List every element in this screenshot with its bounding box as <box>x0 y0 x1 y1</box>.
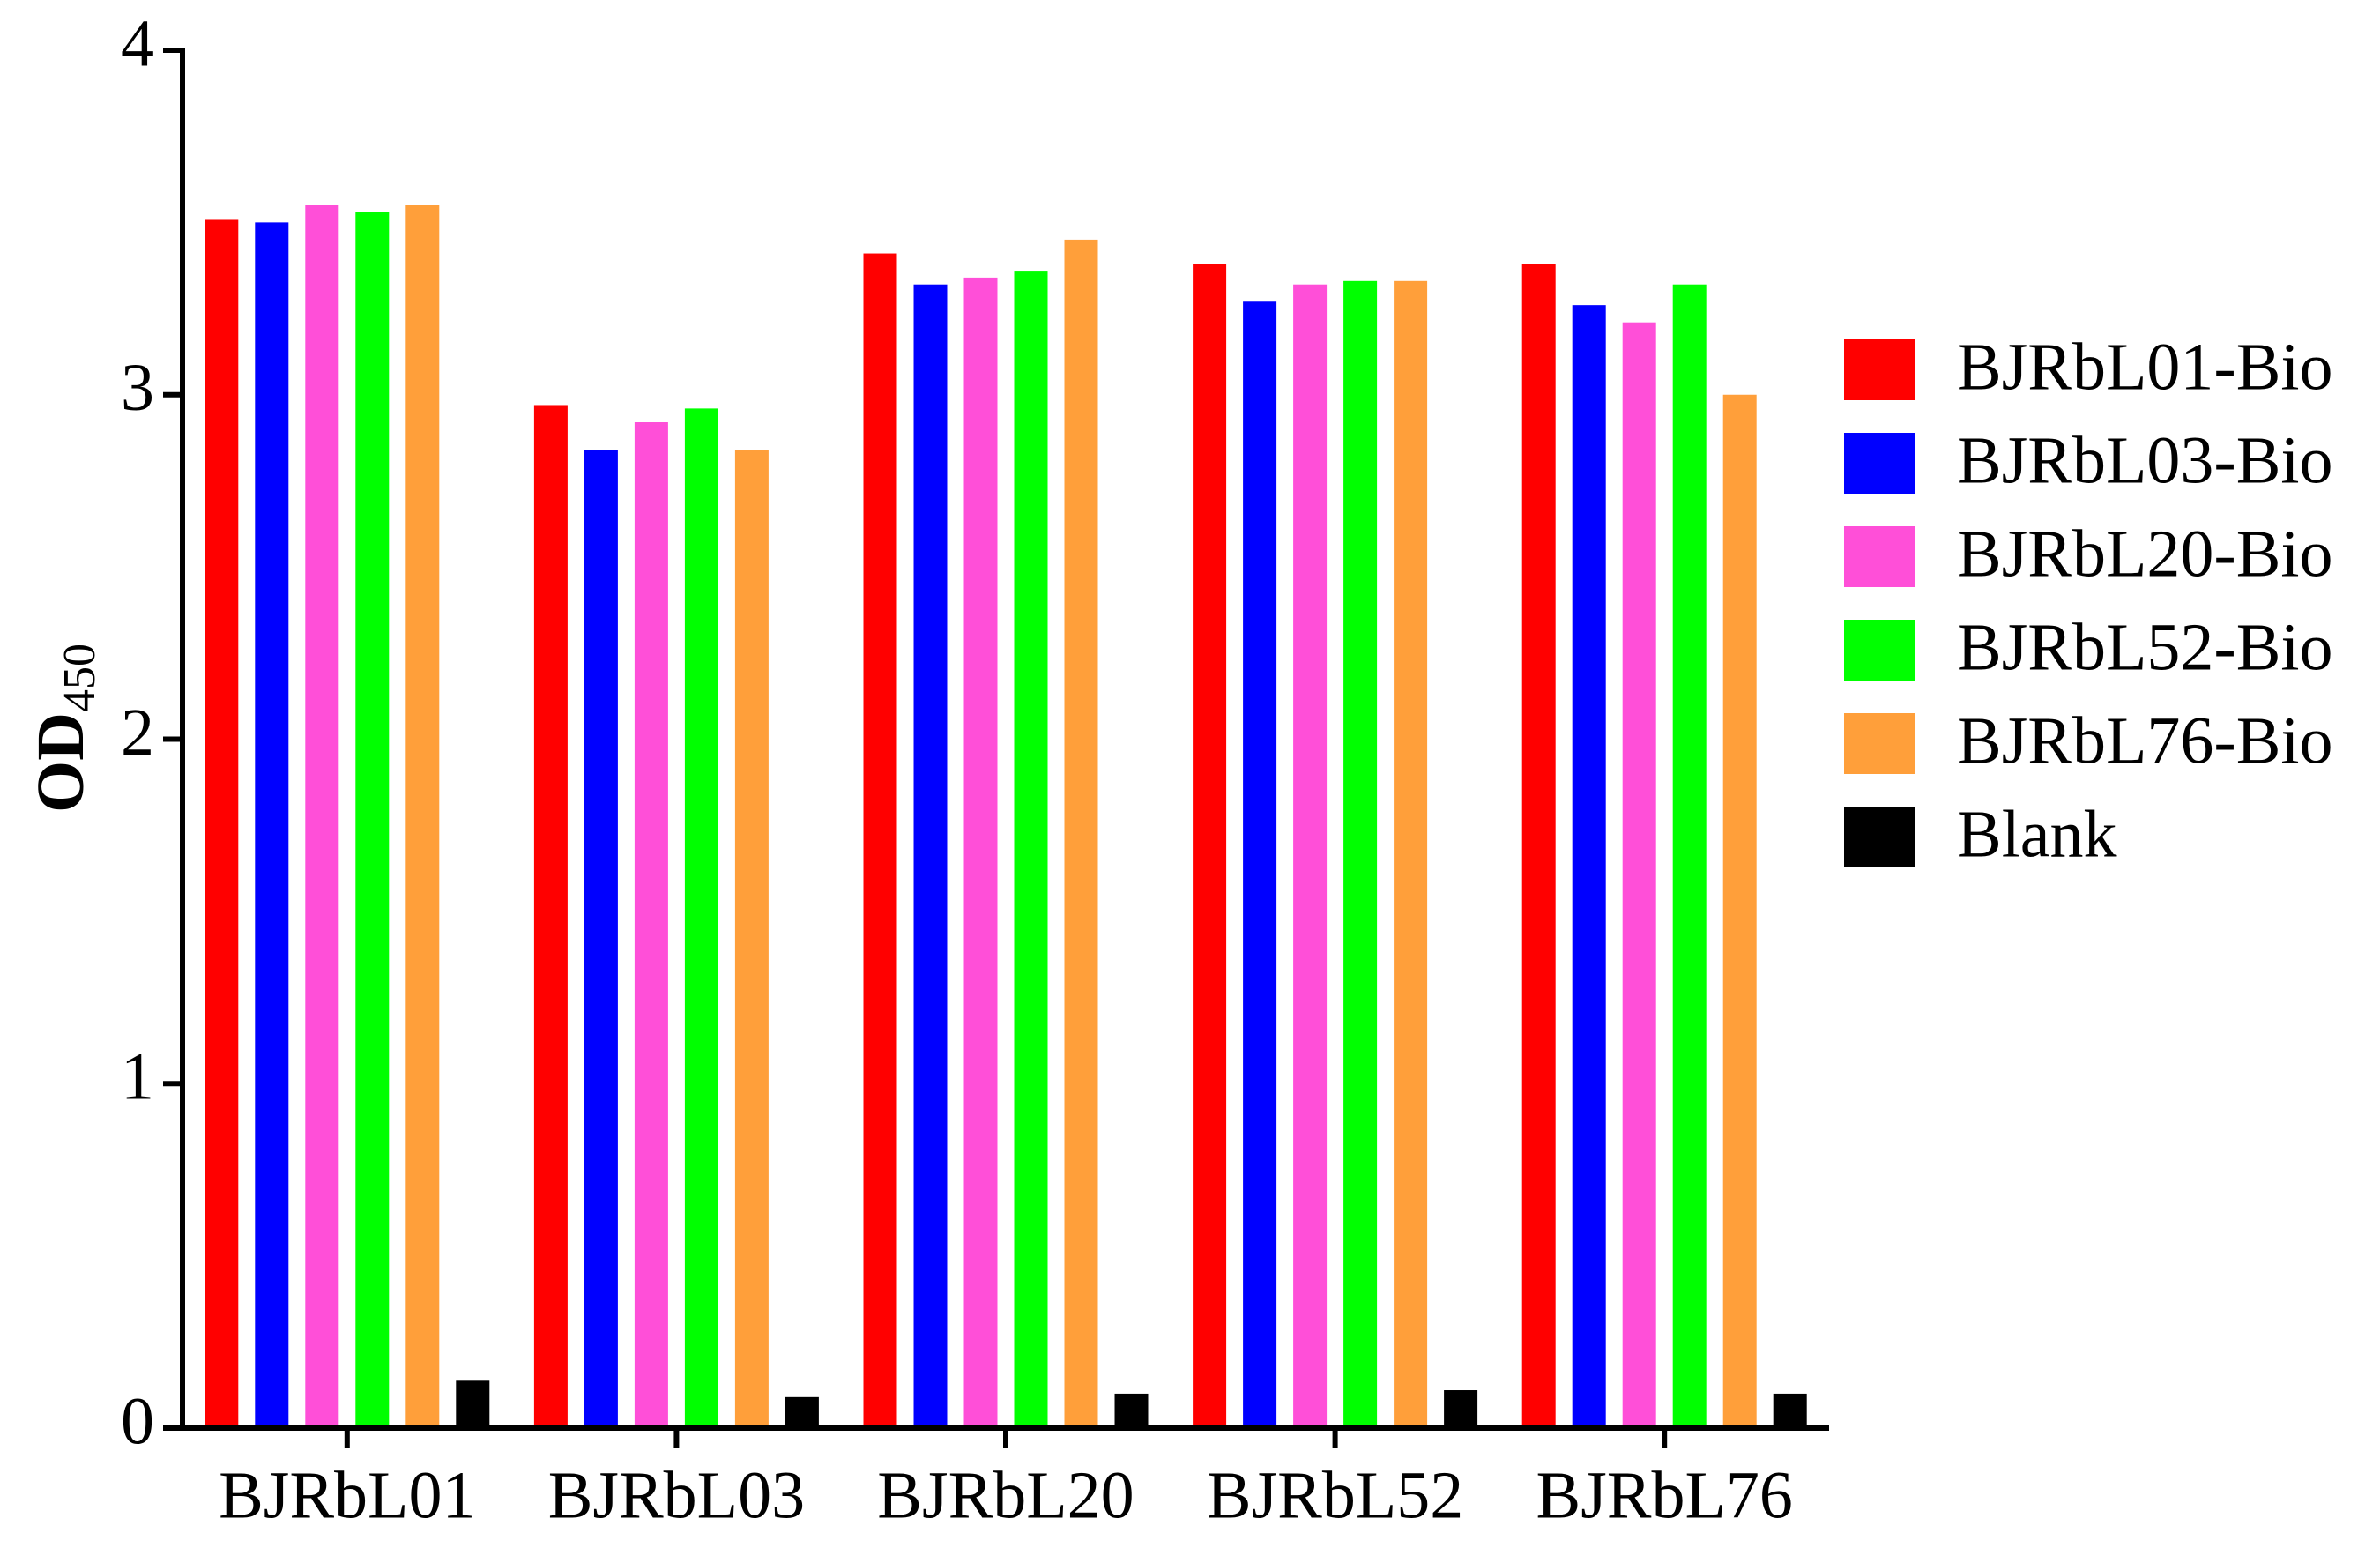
bar <box>584 450 618 1428</box>
legend-label: Blank <box>1957 797 2117 871</box>
bar <box>533 405 568 1428</box>
bar <box>1114 1393 1149 1428</box>
y-axis-label: OD450 <box>24 644 105 813</box>
x-tick-label: BJRbL76 <box>1536 1458 1793 1532</box>
legend-swatch <box>1844 339 1915 400</box>
x-tick-label: BJRbL03 <box>548 1458 805 1532</box>
x-tick-label: BJRbL20 <box>877 1458 1134 1532</box>
bar <box>1243 301 1277 1428</box>
bar <box>1193 264 1227 1428</box>
bar <box>1293 284 1328 1429</box>
bar <box>1773 1393 1807 1428</box>
y-axis-label-main: OD <box>24 712 98 813</box>
bar <box>1622 322 1656 1428</box>
legend-swatch <box>1844 526 1915 587</box>
x-tick-label: BJRbL01 <box>219 1458 475 1532</box>
x-tick-label: BJRbL52 <box>1207 1458 1463 1532</box>
bar <box>1014 271 1048 1429</box>
legend-label: BJRbL03-Bio <box>1957 423 2333 497</box>
bar <box>1444 1390 1478 1428</box>
bar <box>785 1396 819 1428</box>
y-tick-label: 3 <box>121 351 154 425</box>
bar <box>1394 280 1428 1428</box>
bar <box>255 222 289 1428</box>
bar <box>205 219 239 1428</box>
legend-label: BJRbL76-Bio <box>1957 703 2333 778</box>
bar <box>355 212 390 1429</box>
y-axis-label-subscript: 450 <box>55 644 105 712</box>
bar <box>305 205 339 1428</box>
bar <box>634 422 668 1428</box>
bar <box>1343 280 1378 1428</box>
bar <box>456 1380 490 1428</box>
bar <box>913 284 948 1429</box>
legend-swatch <box>1844 433 1915 494</box>
bar <box>405 205 440 1428</box>
legend-swatch <box>1844 713 1915 774</box>
bar <box>1064 239 1098 1429</box>
legend-label: BJRbL01-Bio <box>1957 330 2333 404</box>
y-tick-label: 2 <box>121 696 154 770</box>
bar <box>734 450 769 1428</box>
y-tick-label: 0 <box>121 1384 154 1458</box>
y-tick-label: 4 <box>121 6 154 80</box>
legend-swatch <box>1844 807 1915 867</box>
legend-label: BJRbL52-Bio <box>1957 610 2333 684</box>
bar <box>1722 394 1757 1428</box>
legend-swatch <box>1844 620 1915 681</box>
bar <box>1672 284 1707 1429</box>
bar <box>1572 305 1606 1428</box>
bar <box>1521 264 1556 1428</box>
bar <box>963 277 998 1428</box>
bar <box>684 408 718 1428</box>
bar <box>863 253 897 1429</box>
y-tick-label: 1 <box>121 1040 154 1114</box>
legend-label: BJRbL20-Bio <box>1957 517 2333 591</box>
